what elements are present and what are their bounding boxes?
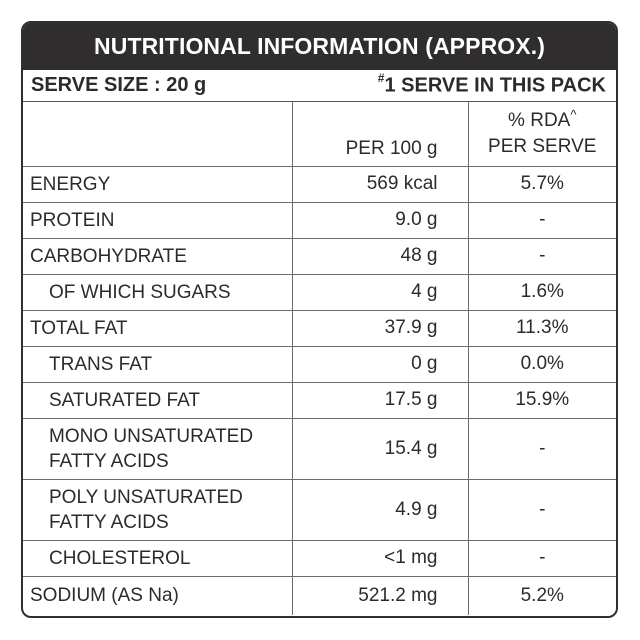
nutrient-rda: 11.3% (467, 309, 616, 346)
nutrient-per-100g: 0 g (291, 345, 468, 382)
header-rda-line2: PER SERVE (488, 136, 597, 158)
table-row-energy: ENERGY 569 kcal 5.7% (23, 165, 616, 202)
nutrient-name: ENERGY (23, 165, 292, 202)
nutrient-per-100g: 48 g (291, 237, 468, 274)
header-rda-mark: ^ (570, 107, 577, 123)
nutrient-name: OF WHICH SUGARS (23, 273, 292, 310)
nutrient-name-line1: MONO UNSATURATED (49, 425, 254, 447)
nutrition-table: PER 100 g % RDA^ PER SERVE ENERGY 569 kc… (23, 102, 616, 615)
nutrient-rda: - (467, 417, 616, 479)
header-rda-per-serve: % RDA^ PER SERVE (467, 102, 616, 166)
header-per-100g: PER 100 g (291, 102, 468, 166)
serves-per-pack-label: 1 SERVE IN THIS PACK (384, 74, 606, 97)
header-empty-cell (23, 102, 292, 166)
nutrient-per-100g: 4.9 g (291, 478, 468, 540)
nutrient-name: POLY UNSATURATED FATTY ACIDS (23, 478, 292, 540)
nutrient-per-100g: 17.5 g (291, 381, 468, 418)
table-row-cholesterol: CHOLESTEROL <1 mg - (23, 539, 616, 576)
nutrient-rda: - (467, 478, 616, 540)
nutrition-panel: NUTRITIONAL INFORMATION (APPROX.) SERVE … (21, 21, 618, 618)
nutrient-rda: 0.0% (467, 345, 616, 382)
nutrient-name-line2: FATTY ACIDS (49, 450, 169, 472)
nutrient-rda: - (467, 237, 616, 274)
nutrient-rda: 5.7% (467, 165, 616, 202)
table-row-saturated-fat: SATURATED FAT 17.5 g 15.9% (23, 381, 616, 418)
serve-size-label: SERVE SIZE : 20 g (31, 74, 207, 96)
panel-title: NUTRITIONAL INFORMATION (APPROX.) (23, 23, 616, 70)
nutrient-name: CARBOHYDRATE (23, 237, 292, 274)
table-row-sugars: OF WHICH SUGARS 4 g 1.6% (23, 273, 616, 310)
serves-per-pack-mark: # (377, 71, 385, 86)
table-row-mufa: MONO UNSATURATED FATTY ACIDS 15.4 g - (23, 417, 616, 479)
table-row-sodium: SODIUM (AS Na) 521.2 mg 5.2% (23, 575, 616, 615)
table-row-trans-fat: TRANS FAT 0 g 0.0% (23, 345, 616, 382)
serve-size-row: SERVE SIZE : 20 g #1 SERVE IN THIS PACK (23, 70, 616, 102)
nutrient-per-100g: 4 g (291, 273, 468, 310)
table-header-row: PER 100 g % RDA^ PER SERVE (23, 102, 616, 166)
nutrient-rda: - (467, 539, 616, 576)
nutrient-per-100g: 15.4 g (291, 417, 468, 479)
serves-per-pack: #1 SERVE IN THIS PACK (377, 71, 606, 98)
nutrient-name: SATURATED FAT (23, 381, 292, 418)
nutrient-per-100g: 569 kcal (291, 165, 468, 202)
nutrient-name-line2: FATTY ACIDS (49, 511, 169, 533)
nutrient-name: TRANS FAT (23, 345, 292, 382)
nutrient-per-100g: 9.0 g (291, 201, 468, 238)
nutrient-name-line1: POLY UNSATURATED (49, 486, 243, 508)
header-rda-line1: % RDA (508, 110, 571, 132)
nutrient-name: MONO UNSATURATED FATTY ACIDS (23, 417, 292, 479)
nutrient-name: TOTAL FAT (23, 309, 292, 346)
nutrient-per-100g: 521.2 mg (291, 575, 468, 615)
nutrient-name: PROTEIN (23, 201, 292, 238)
nutrient-name: CHOLESTEROL (23, 539, 292, 576)
nutrient-rda: 15.9% (467, 381, 616, 418)
table-row-protein: PROTEIN 9.0 g - (23, 201, 616, 238)
nutrient-per-100g: <1 mg (291, 539, 468, 576)
nutrient-rda: - (467, 201, 616, 238)
nutrient-per-100g: 37.9 g (291, 309, 468, 346)
table-row-carbohydrate: CARBOHYDRATE 48 g - (23, 237, 616, 274)
table-row-pufa: POLY UNSATURATED FATTY ACIDS 4.9 g - (23, 478, 616, 540)
nutrient-rda: 1.6% (467, 273, 616, 310)
nutrient-name: SODIUM (AS Na) (23, 575, 292, 615)
table-row-total-fat: TOTAL FAT 37.9 g 11.3% (23, 309, 616, 346)
nutrient-rda: 5.2% (467, 575, 616, 615)
